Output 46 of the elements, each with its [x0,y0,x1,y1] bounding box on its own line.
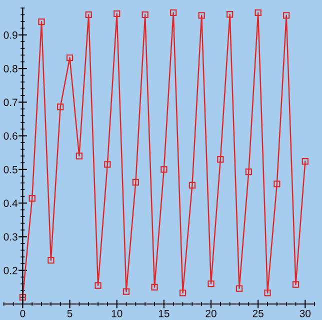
point [66,54,74,62]
point [188,182,196,189]
point [48,256,54,264]
y-tick-label: 0.9 [4,31,18,39]
point [151,284,158,291]
point [170,9,177,16]
y-tick-label: 0.2 [4,266,18,274]
x-tick-label: 25 [252,310,264,318]
point [226,11,234,18]
point [264,290,271,296]
point [38,18,45,26]
y-tick-label: 0.6 [4,132,18,140]
point [245,168,252,176]
y-tick-label: 0.5 [4,166,18,174]
x-tick-label: 20 [206,310,216,318]
point [208,280,214,288]
point [198,12,205,19]
point [94,282,102,289]
y-tick-label: 0.7 [4,98,18,106]
point [179,290,186,296]
point [132,178,140,186]
point [217,156,224,163]
point [236,285,243,292]
point [292,281,300,288]
x-tick-label: 15 [158,310,170,318]
x-tick-label: 0 [20,310,26,318]
y-tick-label: 0.4 [4,200,18,207]
x-tick-label: 5 [67,310,72,318]
point [160,166,168,173]
point [122,288,130,295]
x-tick-label: 10 [112,310,122,318]
point [283,12,290,19]
point [28,195,36,202]
x-tick-label: 30 [300,310,311,318]
point [114,10,120,18]
point [254,9,262,16]
point [57,104,64,110]
point [104,161,111,168]
point [19,294,26,301]
y-tick-label: 0.3 [4,233,18,241]
point [76,152,83,160]
y-tick-label: 0.8 [4,65,18,72]
point [85,11,92,18]
point [142,11,148,18]
point [274,180,280,188]
point [302,158,309,165]
